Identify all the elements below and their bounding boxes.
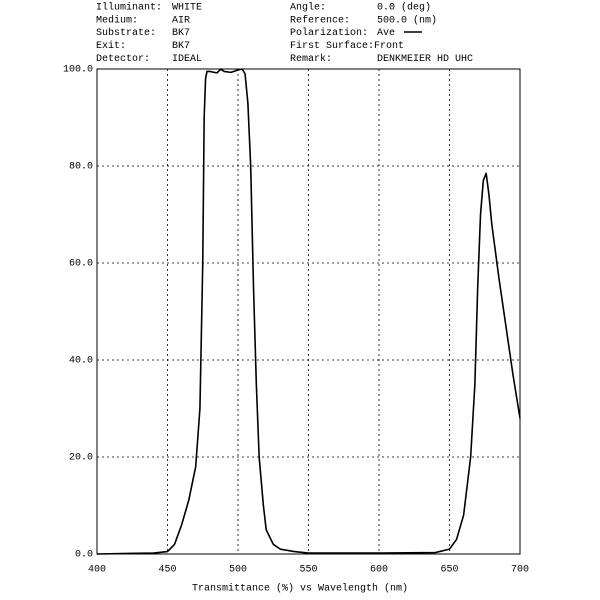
x-tick-label: 450 <box>158 565 176 576</box>
x-tick-label: 550 <box>299 565 317 576</box>
info-value: IDEAL <box>172 54 202 65</box>
x-tick-label: 650 <box>440 565 458 576</box>
info-value: Front <box>374 41 404 52</box>
x-tick-label: 600 <box>370 565 388 576</box>
y-tick-label: 80.0 <box>69 162 93 173</box>
plot-frame <box>96 68 521 555</box>
info-value: DENKMEIER HD UHC <box>377 54 473 65</box>
y-tick-label: 100.0 <box>63 65 93 76</box>
y-tick-label: 0.0 <box>75 550 93 561</box>
info-label: Illuminant: <box>96 2 162 14</box>
info-value: WHITE <box>172 3 202 14</box>
info-label: First Surface: <box>290 40 374 52</box>
info-value: BK7 <box>172 28 190 39</box>
y-tick-label: 20.0 <box>69 453 93 464</box>
info-label: Medium: <box>96 14 138 26</box>
x-axis-label: Transmittance (%) vs Wavelength (nm) <box>192 583 408 595</box>
x-tick-label: 700 <box>511 565 529 576</box>
info-label: Reference: <box>290 14 350 26</box>
info-value: AIR <box>172 15 190 26</box>
info-label: Substrate: <box>96 27 156 39</box>
info-value: 0.0 (deg) <box>377 2 431 14</box>
y-tick-label: 60.0 <box>69 259 93 270</box>
info-label: Exit: <box>96 40 126 52</box>
info-label: Detector: <box>96 54 150 65</box>
info-label: Polarization: <box>290 27 368 39</box>
info-value: Ave <box>377 28 395 39</box>
data-line <box>96 68 521 555</box>
info-value: 500.0 (nm) <box>377 14 437 26</box>
x-tick-label: 400 <box>88 565 106 576</box>
info-label: Remark: <box>290 53 332 65</box>
info-label: Angle: <box>290 2 326 14</box>
y-tick-label: 40.0 <box>69 356 93 367</box>
x-tick-label: 500 <box>229 565 247 576</box>
info-value: BK7 <box>172 41 190 52</box>
